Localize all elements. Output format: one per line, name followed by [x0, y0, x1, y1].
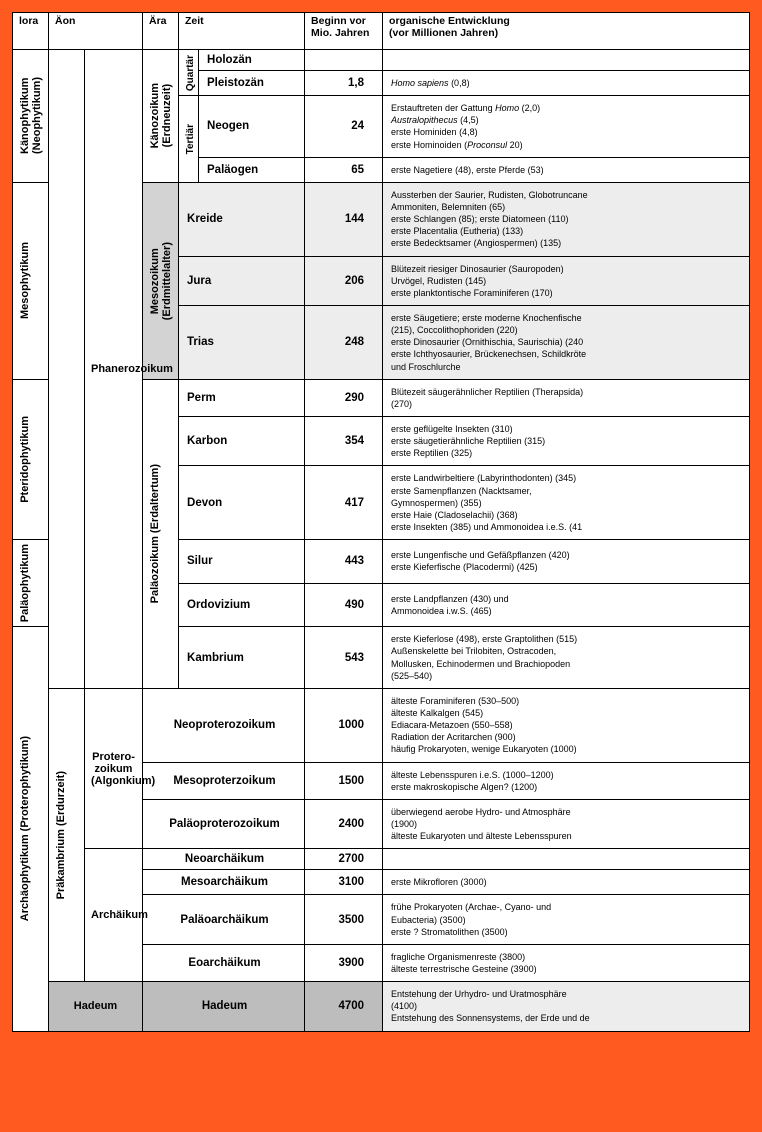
desc: überwiegend aerobe Hydro- und Atmosphäre… — [383, 799, 750, 848]
zeit: Paläoarchäikum — [143, 895, 305, 944]
begin: 2700 — [305, 849, 383, 870]
desc — [383, 50, 750, 71]
table-row: Präkambrium (Erdurzeit) Protero- zoikum … — [13, 688, 750, 762]
col-entw: organische Entwicklung (vor Millionen Ja… — [383, 13, 750, 50]
header-row: lora Äon Ära Zeit Beginn vor Mio. Jahren… — [13, 13, 750, 50]
desc: älteste Foraminiferen (530–500)älteste K… — [383, 688, 750, 762]
geologic-time-table: lora Äon Ära Zeit Beginn vor Mio. Jahren… — [12, 12, 750, 1032]
aon2-hadeum: Hadeum — [49, 982, 143, 1031]
sub-quartar: Quartär — [179, 50, 199, 96]
col-begin: Beginn vor Mio. Jahren — [305, 13, 383, 50]
zeit: Kreide — [179, 182, 305, 256]
col-flora: lora — [13, 13, 49, 50]
desc: erste Kieferlose (498), erste Graptolith… — [383, 627, 750, 689]
begin: 1500 — [305, 762, 383, 799]
begin: 290 — [305, 379, 383, 416]
zeit: Neoproterozoikum — [143, 688, 305, 762]
aon2-phan: Phanerozoikum — [85, 50, 143, 689]
begin: 24 — [305, 96, 383, 158]
flora-archao: Archäophytikum (Proterophytikum) — [13, 627, 49, 1031]
begin: 3500 — [305, 895, 383, 944]
desc: erste Landpflanzen (430) undAmmonoidea i… — [383, 583, 750, 627]
zeit: Mesoarchäikum — [143, 870, 305, 895]
col-ara: Ära — [143, 13, 179, 50]
zeit: Silur — [179, 540, 305, 584]
zeit: Ordovizium — [179, 583, 305, 627]
begin: 3900 — [305, 944, 383, 981]
zeit: Trias — [179, 305, 305, 379]
desc: älteste Lebensspuren i.e.S. (1000–1200)e… — [383, 762, 750, 799]
begin: 4700 — [305, 982, 383, 1031]
zeit: Mesoproterzoikum — [143, 762, 305, 799]
desc: Aussterben der Saurier, Rudisten, Globot… — [383, 182, 750, 256]
desc: erste Landwirbeltiere (Labyrinthodonten)… — [383, 466, 750, 540]
zeit: Neogen — [199, 96, 305, 158]
zeit: Holozän — [199, 50, 305, 71]
desc: Blütezeit säugerähnlicher Reptilien (The… — [383, 379, 750, 416]
begin: 354 — [305, 416, 383, 465]
table-row: Känophytikum (Neophytikum) Phanerozoikum… — [13, 50, 750, 71]
desc: erste Lungenfische und Gefäßpflanzen (42… — [383, 540, 750, 584]
table-row: Hadeum Hadeum 4700 Entstehung der Urhydr… — [13, 982, 750, 1031]
aon1-empty — [49, 50, 85, 689]
begin: 1000 — [305, 688, 383, 762]
desc: erste Säugetiere; erste moderne Knochenf… — [383, 305, 750, 379]
desc: frühe Prokaryoten (Archae-, Cyano- undEu… — [383, 895, 750, 944]
col-zeit: Zeit — [179, 13, 305, 50]
desc — [383, 849, 750, 870]
desc: fragliche Organismenreste (3800)älteste … — [383, 944, 750, 981]
zeit: Paläogen — [199, 157, 305, 182]
begin: 65 — [305, 157, 383, 182]
begin: 2400 — [305, 799, 383, 848]
begin: 206 — [305, 256, 383, 305]
desc: erste Mikrofloren (3000) — [383, 870, 750, 895]
flora-palao: Paläophytikum — [13, 540, 49, 627]
table-row: Archäikum Neoarchäikum 2700 — [13, 849, 750, 870]
begin: 443 — [305, 540, 383, 584]
col-aon: Äon — [49, 13, 143, 50]
desc: Entstehung der Urhydro- und Uratmosphäre… — [383, 982, 750, 1031]
begin: 490 — [305, 583, 383, 627]
desc: Erstauftreten der Gattung Homo (2,0)Aust… — [383, 96, 750, 158]
zeit: Devon — [179, 466, 305, 540]
ara-meso: Mesozoikum (Erdmittelalter) — [143, 182, 179, 379]
begin: 3100 — [305, 870, 383, 895]
flora-pterido: Pteridophytikum — [13, 379, 49, 539]
flora-kano: Känophytikum (Neophytikum) — [13, 50, 49, 183]
zeit: Paläoproterozoikum — [143, 799, 305, 848]
begin: 248 — [305, 305, 383, 379]
begin: 144 — [305, 182, 383, 256]
sub-tertiar: Tertiär — [179, 96, 199, 183]
begin: 417 — [305, 466, 383, 540]
desc: Homo sapiens (0,8) — [383, 71, 750, 96]
desc: erste geflügelte Insekten (310)erste säu… — [383, 416, 750, 465]
zeit: Jura — [179, 256, 305, 305]
table: lora Äon Ära Zeit Beginn vor Mio. Jahren… — [12, 12, 750, 1032]
flora-meso: Mesophytikum — [13, 182, 49, 379]
zeit: Perm — [179, 379, 305, 416]
ara-palao: Paläozoikum (Erdaltertum) — [143, 379, 179, 688]
aon1-prak: Präkambrium (Erdurzeit) — [49, 688, 85, 981]
desc: erste Nagetiere (48), erste Pferde (53) — [383, 157, 750, 182]
begin: 543 — [305, 627, 383, 689]
desc: Blütezeit riesiger Dinosaurier (Sauropod… — [383, 256, 750, 305]
ara-kano: Känozoikum (Erdneuzeit) — [143, 50, 179, 183]
zeit: Eoarchäikum — [143, 944, 305, 981]
begin: 1,8 — [305, 71, 383, 96]
zeit: Pleistozän — [199, 71, 305, 96]
zeit: Karbon — [179, 416, 305, 465]
zeit: Hadeum — [143, 982, 305, 1031]
zeit: Neoarchäikum — [143, 849, 305, 870]
zeit: Kambrium — [179, 627, 305, 689]
aon2-protero: Protero- zoikum (Algonkium) — [85, 688, 143, 848]
aon2-archai: Archäikum — [85, 849, 143, 982]
begin — [305, 50, 383, 71]
